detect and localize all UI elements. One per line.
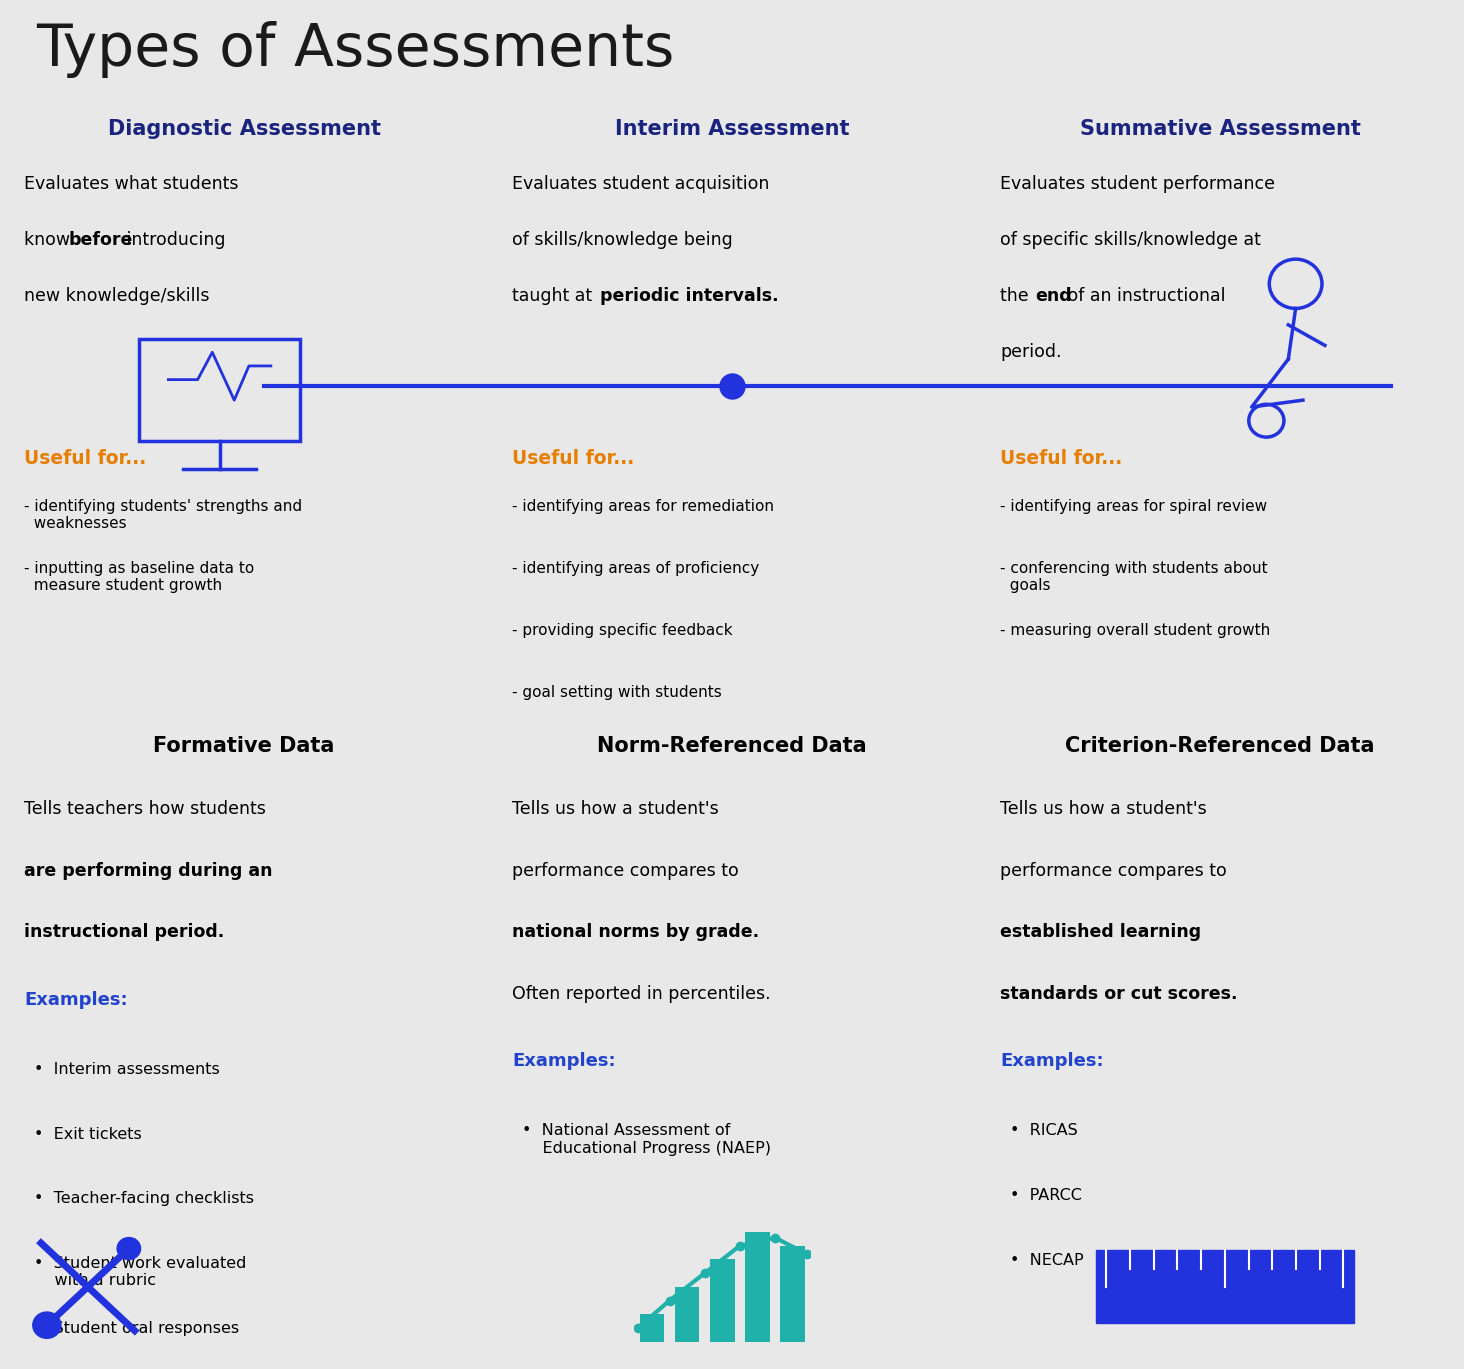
Text: are performing during an: are performing during an	[25, 861, 272, 880]
Text: - measuring overall student growth: - measuring overall student growth	[1000, 623, 1271, 638]
Text: know: know	[25, 231, 76, 249]
Text: •  Exit tickets: • Exit tickets	[34, 1127, 142, 1142]
Text: introducing: introducing	[122, 231, 225, 249]
Circle shape	[32, 1312, 61, 1339]
Text: Summative Assessment: Summative Assessment	[1079, 119, 1360, 138]
Text: Evaluates student performance: Evaluates student performance	[1000, 175, 1275, 193]
Text: •  Interim assessments: • Interim assessments	[34, 1062, 220, 1077]
Text: before: before	[69, 231, 133, 249]
Text: Interim Assessment: Interim Assessment	[615, 119, 849, 138]
Text: Formative Data: Formative Data	[154, 735, 335, 756]
Text: Examples:: Examples:	[512, 1053, 616, 1071]
Text: Tells teachers how students: Tells teachers how students	[25, 801, 266, 819]
Text: •  NECAP: • NECAP	[1010, 1253, 1083, 1268]
Text: Diagnostic Assessment: Diagnostic Assessment	[107, 119, 381, 138]
Text: taught at: taught at	[512, 286, 597, 305]
Text: •  Student work evaluated
    with a rubric: • Student work evaluated with a rubric	[34, 1255, 246, 1288]
Text: - identifying areas for remediation: - identifying areas for remediation	[512, 498, 774, 513]
Text: Evaluates what students: Evaluates what students	[25, 175, 239, 193]
Text: instructional period.: instructional period.	[25, 923, 224, 941]
Text: Examples:: Examples:	[1000, 1053, 1104, 1071]
Text: Norm-Referenced Data: Norm-Referenced Data	[597, 735, 867, 756]
Text: - identifying areas for spiral review: - identifying areas for spiral review	[1000, 498, 1268, 513]
Text: Often reported in percentiles.: Often reported in percentiles.	[512, 984, 772, 1002]
Text: Criterion-Referenced Data: Criterion-Referenced Data	[1066, 735, 1375, 756]
Text: •  National Assessment of
    Educational Progress (NAEP): • National Assessment of Educational Pro…	[523, 1124, 772, 1155]
Text: of specific skills/knowledge at: of specific skills/knowledge at	[1000, 231, 1262, 249]
Text: the: the	[1000, 286, 1035, 305]
Text: standards or cut scores.: standards or cut scores.	[1000, 984, 1239, 1002]
Text: performance compares to: performance compares to	[512, 861, 739, 880]
Text: •  RICAS: • RICAS	[1010, 1124, 1078, 1139]
Text: Tells us how a student's: Tells us how a student's	[1000, 801, 1208, 819]
Text: Useful for...: Useful for...	[1000, 449, 1123, 468]
Text: end: end	[1035, 286, 1072, 305]
Text: national norms by grade.: national norms by grade.	[512, 923, 760, 941]
Text: •  Teacher-facing checklists: • Teacher-facing checklists	[34, 1191, 255, 1206]
Circle shape	[117, 1238, 141, 1259]
Text: established learning: established learning	[1000, 923, 1202, 941]
Text: •  PARCC: • PARCC	[1010, 1188, 1082, 1203]
Text: Useful for...: Useful for...	[512, 449, 635, 468]
Text: Types of Assessments: Types of Assessments	[37, 22, 675, 78]
Text: performance compares to: performance compares to	[1000, 861, 1227, 880]
Bar	[745, 1232, 770, 1342]
Text: - goal setting with students: - goal setting with students	[512, 686, 722, 701]
Text: - inputting as baseline data to
  measure student growth: - inputting as baseline data to measure …	[25, 561, 255, 593]
Text: periodic intervals.: periodic intervals.	[600, 286, 779, 305]
Bar	[640, 1314, 665, 1342]
Text: - conferencing with students about
  goals: - conferencing with students about goals	[1000, 561, 1268, 593]
Text: •  Student oral responses: • Student oral responses	[34, 1321, 239, 1336]
Bar	[780, 1246, 805, 1342]
Bar	[675, 1287, 700, 1342]
Text: - identifying students' strengths and
  weaknesses: - identifying students' strengths and we…	[25, 498, 303, 531]
Text: of an instructional: of an instructional	[1061, 286, 1225, 305]
Bar	[139, 338, 300, 441]
Text: Useful for...: Useful for...	[25, 449, 146, 468]
Bar	[1095, 1250, 1354, 1324]
Text: - providing specific feedback: - providing specific feedback	[512, 623, 733, 638]
Text: period.: period.	[1000, 342, 1061, 361]
Text: Tells us how a student's: Tells us how a student's	[512, 801, 719, 819]
Bar	[710, 1259, 735, 1342]
Text: of skills/knowledge being: of skills/knowledge being	[512, 231, 733, 249]
Text: Evaluates student acquisition: Evaluates student acquisition	[512, 175, 770, 193]
Text: - identifying areas of proficiency: - identifying areas of proficiency	[512, 561, 760, 576]
Text: new knowledge/skills: new knowledge/skills	[25, 286, 209, 305]
Text: Examples:: Examples:	[25, 991, 127, 1009]
